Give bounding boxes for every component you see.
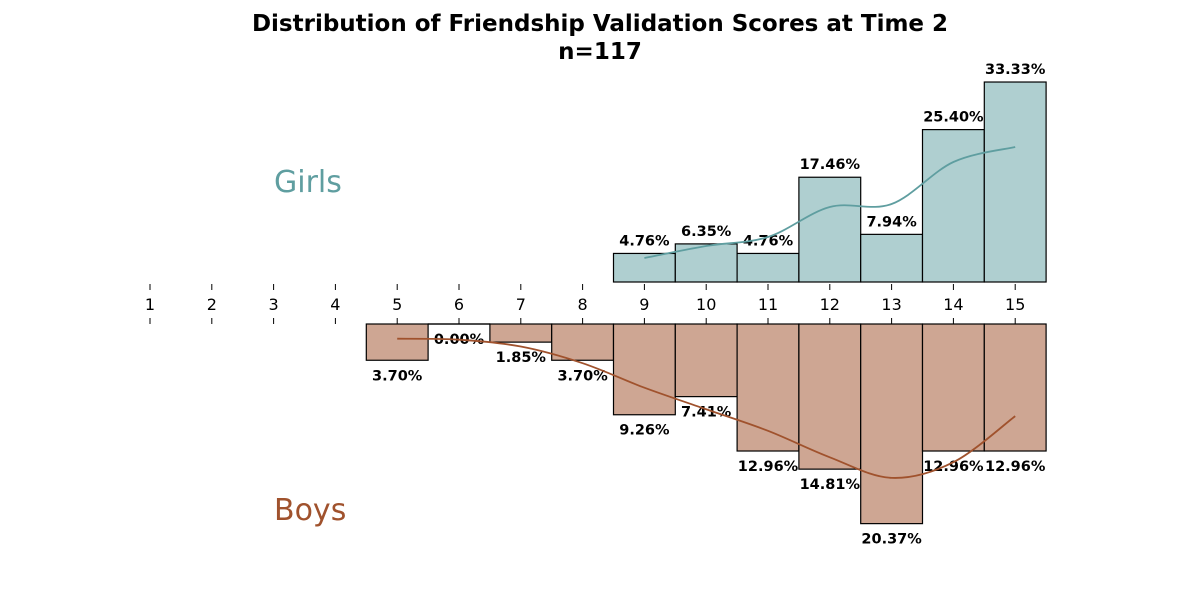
boys-data-label: 7.41%: [681, 405, 732, 421]
boys-bar: [612, 323, 676, 416]
girls-bar: [921, 129, 985, 283]
boys-data-label: 3.70%: [372, 368, 423, 384]
girls-series: 4.76% 6.35% 4.76% 17.46% 7.94% 25.40% 33.33%: [612, 62, 1047, 283]
x-tick-label: 8: [578, 295, 588, 314]
girls-bar: [798, 176, 862, 283]
girls-data-label: 17.46%: [800, 157, 861, 173]
boys-data-label: 12.96%: [985, 459, 1046, 475]
x-tick-label: 1: [145, 295, 155, 314]
x-tick-label: 3: [269, 295, 279, 314]
boys-data-label: 1.85%: [496, 350, 547, 366]
boys-data-label: 14.81%: [800, 477, 861, 493]
x-tick-label: 11: [758, 295, 778, 314]
x-tick-label: 7: [516, 295, 526, 314]
girls-bar: [983, 81, 1047, 283]
x-axis: 1 2 3 4 5 6 7 8 9 10 11 12 13 14 15: [145, 284, 1025, 324]
x-tick-label: 2: [207, 295, 217, 314]
boys-data-label: 9.26%: [619, 423, 670, 439]
girls-data-label: 7.94%: [866, 214, 917, 230]
boys-bar: [551, 323, 615, 361]
girls-data-label: 6.35%: [681, 224, 732, 240]
x-tick-label: 5: [392, 295, 402, 314]
boys-bar: [674, 323, 738, 398]
chart-subtitle: n=117: [558, 39, 642, 65]
boys-data-label: 12.96%: [923, 459, 984, 475]
boys-series-label: Boys: [274, 493, 346, 528]
chart-title: Distribution of Friendship Validation Sc…: [252, 11, 948, 37]
boys-bar: [860, 323, 924, 525]
girls-data-label: 33.33%: [985, 62, 1046, 78]
girls-data-label: 4.76%: [619, 233, 670, 249]
x-tick-label: 10: [696, 295, 716, 314]
boys-bar: [921, 323, 985, 452]
x-tick-label: 15: [1005, 295, 1025, 314]
girls-bar: [612, 252, 676, 283]
boys-data-label: 12.96%: [738, 459, 799, 475]
boys-series: 3.70%0.00%1.85%3.70%9.26%7.41%12.96%14.8…: [365, 323, 1047, 548]
girls-series-label: Girls: [274, 165, 342, 200]
boys-bar: [365, 323, 429, 361]
x-tick-label: 4: [330, 295, 340, 314]
boys-density-curve: [397, 337, 1016, 479]
x-tick-label: 14: [943, 295, 963, 314]
x-tick-label: 6: [454, 295, 464, 314]
boys-data-label: 3.70%: [557, 368, 608, 384]
boys-bar: [798, 323, 862, 470]
girls-data-label: 25.40%: [923, 110, 984, 126]
x-tick-label: 9: [639, 295, 649, 314]
x-tick-label: 13: [881, 295, 901, 314]
girls-density-curve: [644, 146, 1016, 259]
x-tick-label: 12: [820, 295, 840, 314]
boys-data-label: 20.37%: [861, 532, 922, 548]
boys-bar: [983, 323, 1047, 452]
boys-bar: [736, 323, 800, 452]
girls-bar: [860, 233, 924, 283]
girls-data-label: 4.76%: [743, 233, 794, 249]
boys-bar: [489, 323, 553, 343]
girls-bar: [736, 252, 800, 283]
